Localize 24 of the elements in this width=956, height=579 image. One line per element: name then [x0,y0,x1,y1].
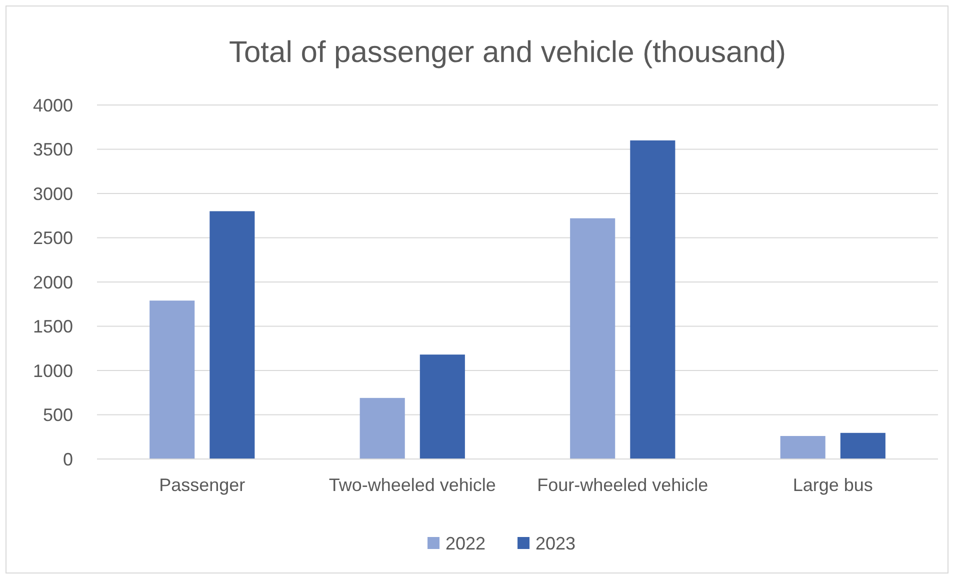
bar [780,436,826,459]
bar [360,398,405,459]
y-tick-label: 1500 [32,316,73,337]
x-tick-label: Large bus [792,475,873,495]
bar [570,218,616,459]
y-tick-label: 3000 [32,184,73,204]
x-tick-label: Four-wheeled vehicle [537,475,708,495]
y-tick-label: 4000 [32,95,73,116]
y-tick-label: 2000 [32,272,73,292]
y-tick-label: 0 [62,449,73,470]
bar [150,300,195,459]
chart-title: Total of passenger and vehicle (thousand) [228,36,786,69]
bar [420,354,465,459]
x-tick-label: Passenger [159,475,246,495]
legend-label: 2023 [536,533,576,554]
y-tick-label: 500 [42,405,73,426]
bar [840,432,886,459]
legend-label: 2022 [446,533,486,554]
y-tick-label: 2500 [32,228,73,248]
x-tick-label: Two-wheeled vehicle [328,475,496,495]
y-tick-label: 3500 [32,140,73,160]
y-tick-label: 1000 [32,360,73,381]
bar [630,140,676,459]
bar [210,211,255,459]
